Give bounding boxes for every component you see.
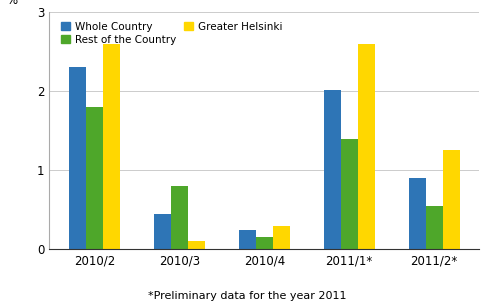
Bar [443, 150, 459, 249]
Bar [358, 44, 375, 249]
Bar [273, 226, 290, 249]
Text: %: % [6, 0, 18, 7]
Bar [426, 206, 443, 249]
Bar [256, 237, 273, 249]
Bar [239, 230, 256, 249]
Bar [103, 44, 120, 249]
Bar [324, 90, 341, 249]
Legend: Whole Country, Rest of the Country, Greater Helsinki: Whole Country, Rest of the Country, Grea… [59, 20, 284, 47]
Bar [154, 214, 171, 249]
Bar [341, 139, 358, 249]
Bar [409, 178, 426, 249]
Bar [69, 67, 86, 249]
Text: *Preliminary data for the year 2011: *Preliminary data for the year 2011 [148, 291, 346, 301]
Bar [86, 107, 103, 249]
Bar [171, 186, 188, 249]
Bar [188, 241, 205, 249]
